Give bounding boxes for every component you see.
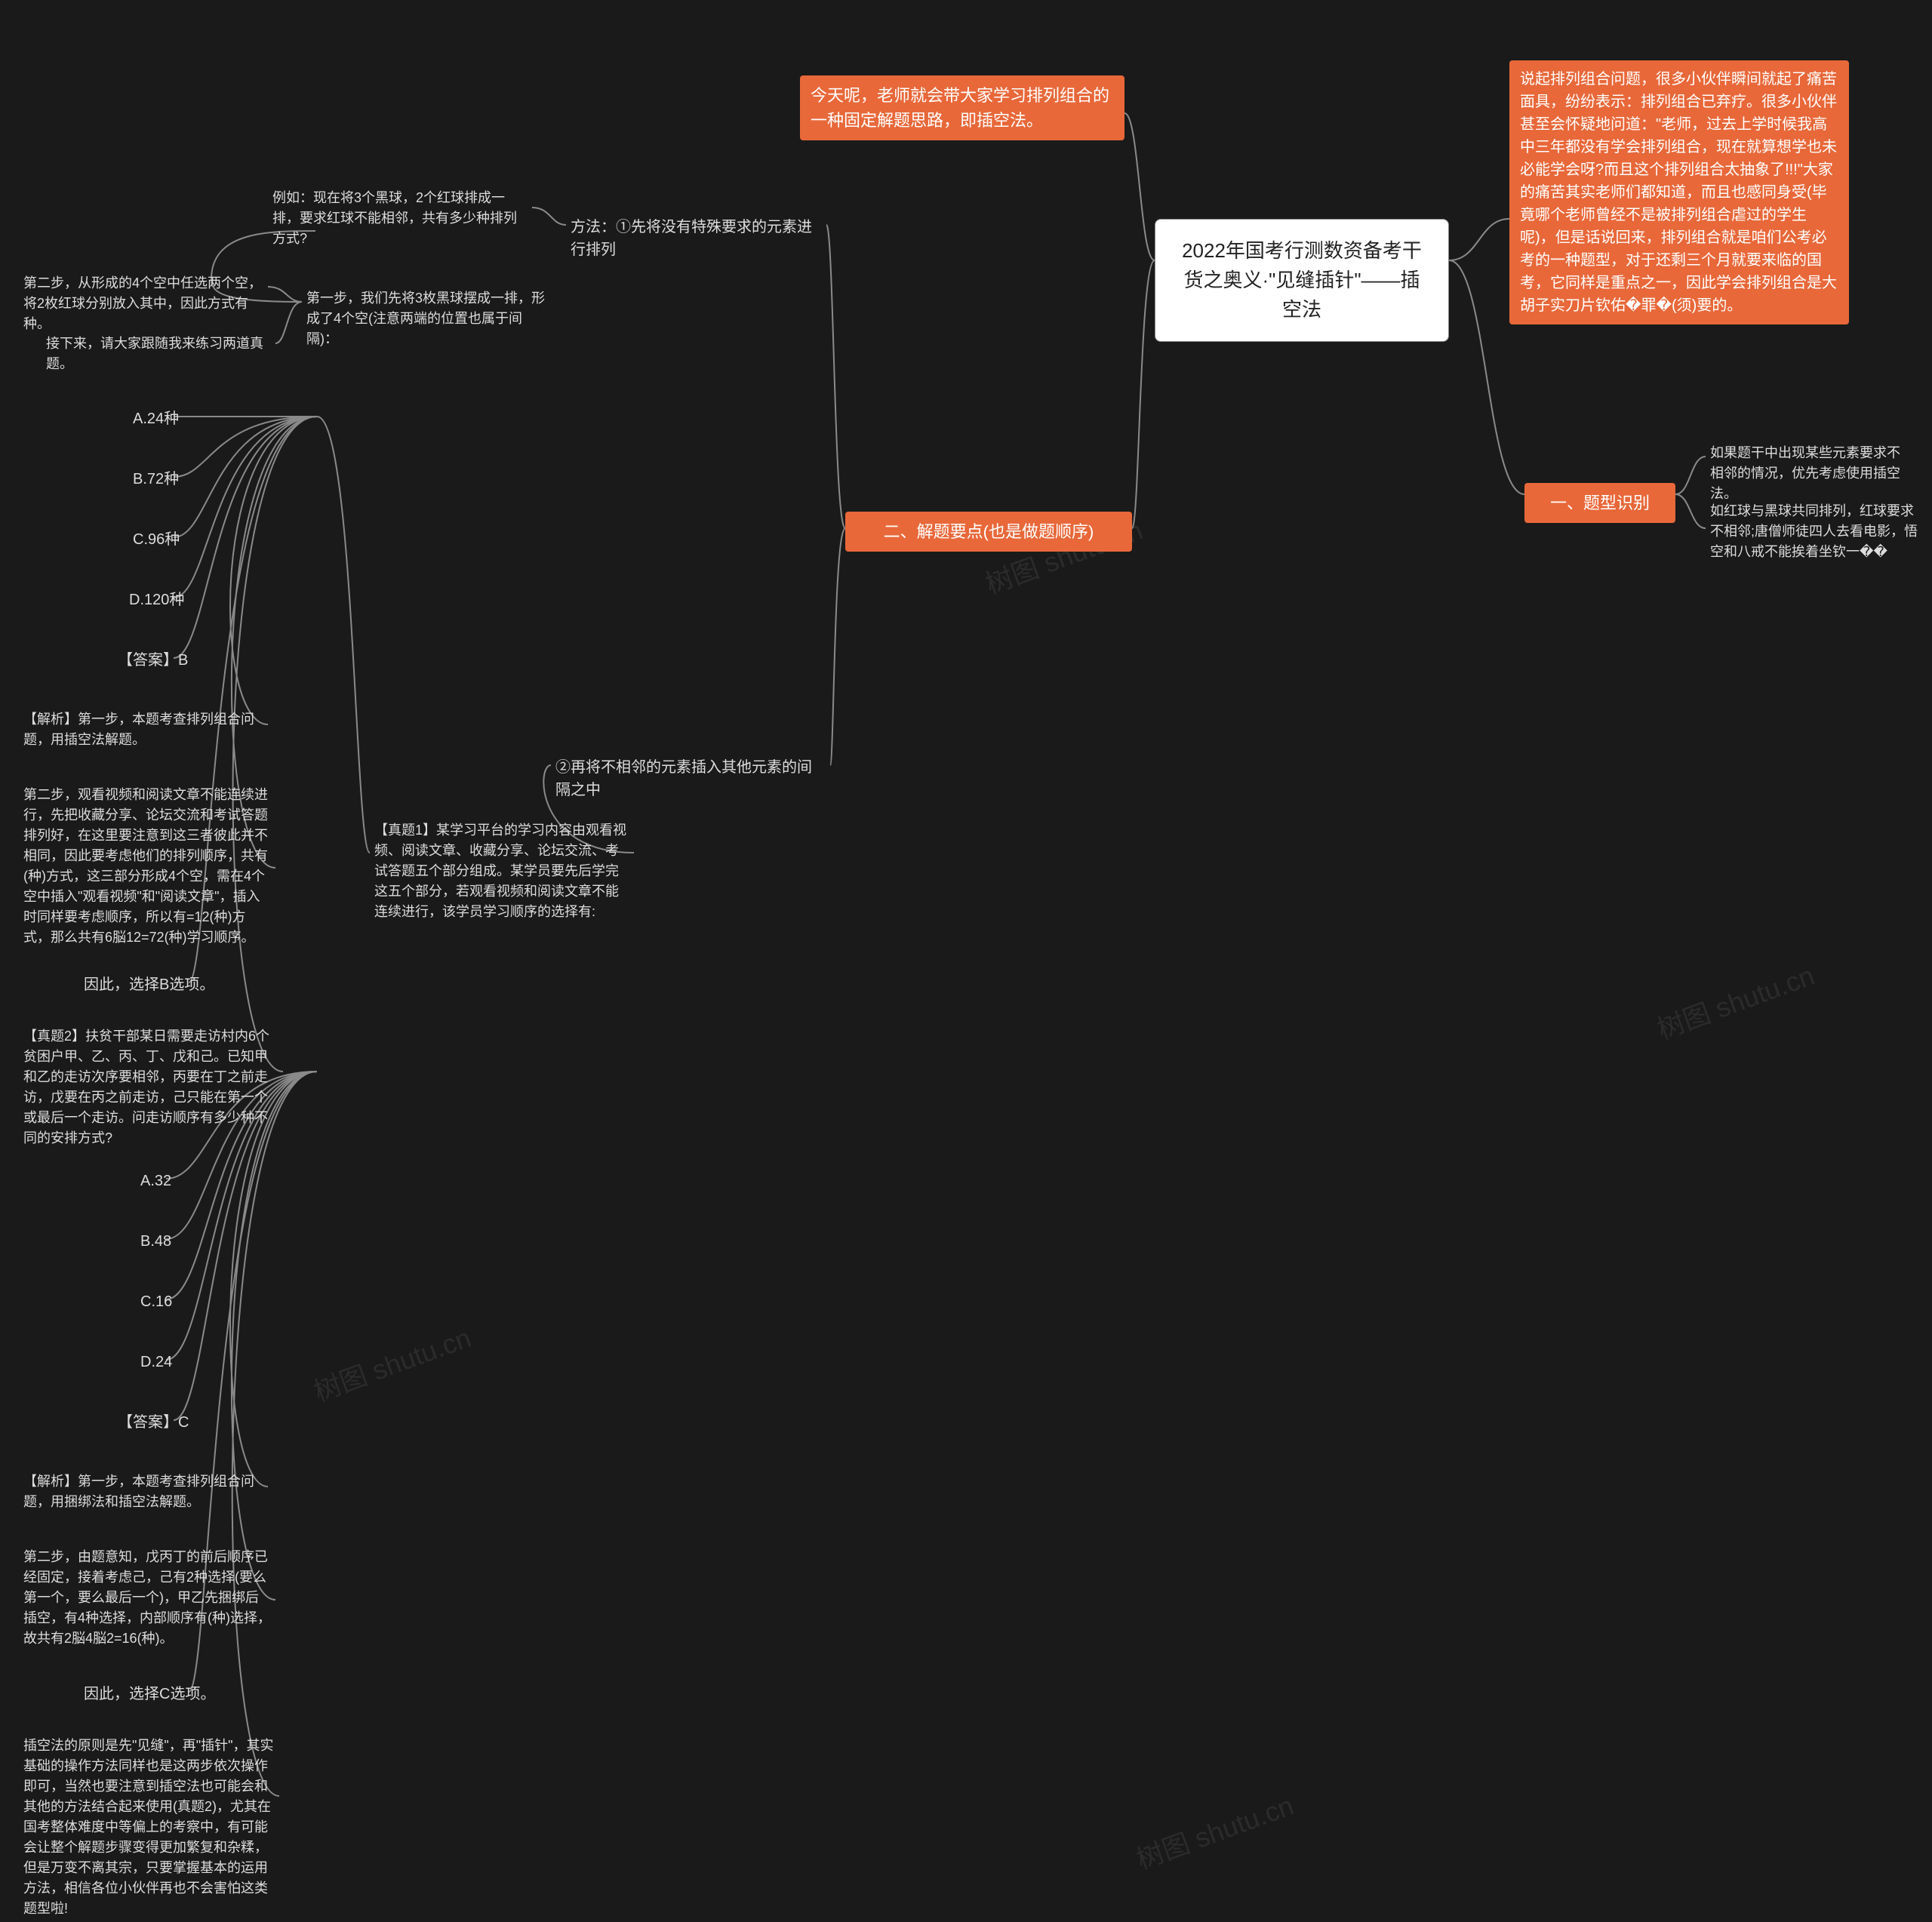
section2-label: 二、解题要点(也是做题顺序): [845, 512, 1132, 552]
section1-child-1: 如果题干中出现某些元素要求不相邻的情况，优先考虑使用插空法。: [1706, 440, 1917, 507]
method1-step3: 接下来，请大家跟随我来练习两道真题。: [42, 331, 275, 377]
q1-stem: 【真题1】某学习平台的学习内容由观看视频、阅读文章、收藏分享、论坛交流、考试答题…: [370, 817, 634, 925]
section1-child-2: 如红球与黑球共同排列，红球要求不相邻;唐僧师徒四人去看电影，悟空和八戒不能挨着坐…: [1706, 498, 1924, 565]
q2-analysis2: 第二步，由题意知，戊丙丁的前后顺序已经固定，接着考虑己，己有2种选择(要么第一个…: [19, 1544, 275, 1652]
q1-option-c: C.96种: [128, 525, 184, 554]
q2-analysis1: 【解析】第一步，本题考查排列组合问题，用捆绑法和插空法解题。: [19, 1468, 268, 1515]
intro-right-text: 说起排列组合问题，很多小伙伴瞬间就起了痛苦面具，纷纷表示：排列组合已弃疗。很多小…: [1509, 60, 1849, 324]
q1-answer: 【答案】B: [113, 646, 192, 675]
q1-conclusion: 因此，选择B选项。: [79, 970, 219, 999]
q1-analysis1: 【解析】第一步，本题考查排列组合问题，用插空法解题。: [19, 706, 268, 753]
method1-example: 例如：现在将3个黑球，2个红球排成一排，要求红球不能相邻，共有多少种排列方式?: [268, 185, 532, 252]
q1-option-d: D.120种: [125, 586, 189, 614]
method1-step2: 第二步，从形成的4个空中任选两个空，将2枚红球分别放入其中，因此方式有种。: [19, 270, 268, 337]
q2-option-d: D.24: [136, 1348, 177, 1376]
method1-text: 方法：①先将没有特殊要求的元素进行排列: [566, 213, 826, 264]
q2-option-b: B.48: [136, 1227, 176, 1256]
q2-option-c: C.16: [136, 1287, 177, 1316]
q2-option-a: A.32: [136, 1167, 176, 1195]
q2-answer: 【答案】C: [113, 1408, 193, 1437]
method2-text: ②再将不相邻的元素插入其他元素的间隔之中: [551, 753, 830, 804]
watermark: 树图 shutu.cn: [1651, 954, 1820, 1047]
q1-option-a: A.24种: [128, 404, 183, 433]
intro-orange-text: 今天呢，老师就会带大家学习排列组合的一种固定解题思路，即插空法。: [800, 75, 1124, 140]
q1-option-b: B.72种: [128, 465, 183, 494]
watermark: 树图 shutu.cn: [1131, 1784, 1299, 1877]
q2-stem: 【真题2】扶贫干部某日需要走访村内6个贫困户甲、乙、丙、丁、戊和己。已知甲和乙的…: [19, 1023, 283, 1152]
q2-conclusion: 因此，选择C选项。: [79, 1680, 220, 1708]
watermark: 树图 shutu.cn: [308, 1316, 476, 1409]
q1-analysis2: 第二步，观看视频和阅读文章不能连续进行，先把收藏分享、论坛交流和考试答题排列好，…: [19, 782, 275, 951]
summary-text: 插空法的原则是先"见缝"，再"插针"，其实基础的操作方法同样也是这两步依次操作即…: [19, 1733, 279, 1922]
section1-label: 一、题型识别: [1524, 483, 1675, 523]
root-title: 2022年国考行测数资备考干货之奥义·"见缝插针"——插空法: [1155, 219, 1449, 342]
method1-step1: 第一步，我们先将3枚黑球摆成一排，形成了4个空(注意两端的位置也属于间隔)：: [302, 285, 551, 352]
